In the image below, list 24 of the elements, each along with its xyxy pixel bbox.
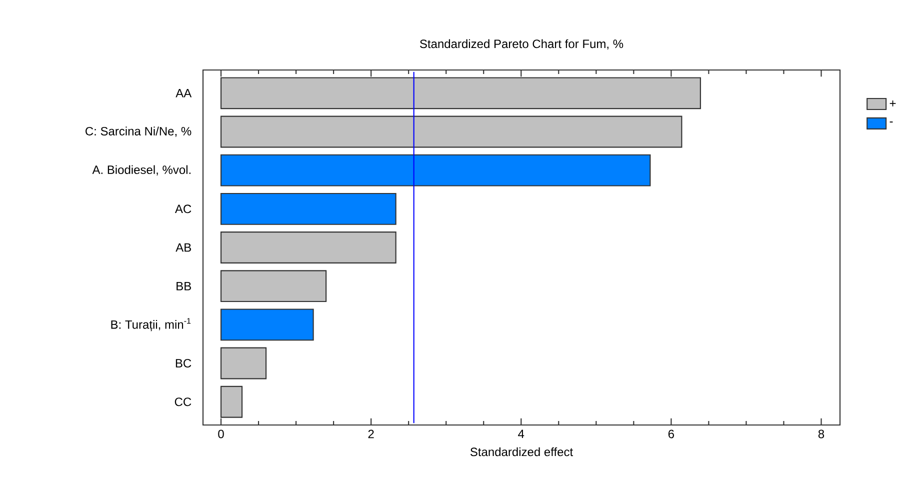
x-tick-label: 2 xyxy=(368,430,374,438)
bar xyxy=(220,347,267,380)
legend-label: + xyxy=(890,100,896,106)
x-axis-title: Standardized effect xyxy=(470,447,573,456)
y-tick-label: B: Turații, min$^{-1}$ xyxy=(111,318,191,332)
y-tick-label: AA xyxy=(176,89,192,98)
bar xyxy=(220,192,396,225)
y-tick-label: BC xyxy=(176,359,192,368)
y-tick-label: CC xyxy=(174,398,192,406)
bar xyxy=(220,116,682,148)
y-tick-label: BB xyxy=(176,282,191,290)
bar xyxy=(220,308,314,341)
x-tick-label: 6 xyxy=(668,430,674,438)
x-tick-label: 8 xyxy=(818,430,824,438)
bar xyxy=(220,154,651,186)
y-tick-label: AB xyxy=(176,243,191,252)
x-tick-label: 0 xyxy=(218,430,224,438)
x-tick-label: 4 xyxy=(518,430,524,438)
y-tick-label: A. Biodiesel, %vol. xyxy=(92,165,191,176)
y-tick-label: AC xyxy=(174,204,192,214)
chart-title: Standardized Pareto Chart for Fum, % xyxy=(420,39,624,50)
y-tick-label: C: Sarcina Ni/Ne, % xyxy=(86,126,192,137)
bar xyxy=(220,232,396,264)
bar xyxy=(220,270,327,302)
